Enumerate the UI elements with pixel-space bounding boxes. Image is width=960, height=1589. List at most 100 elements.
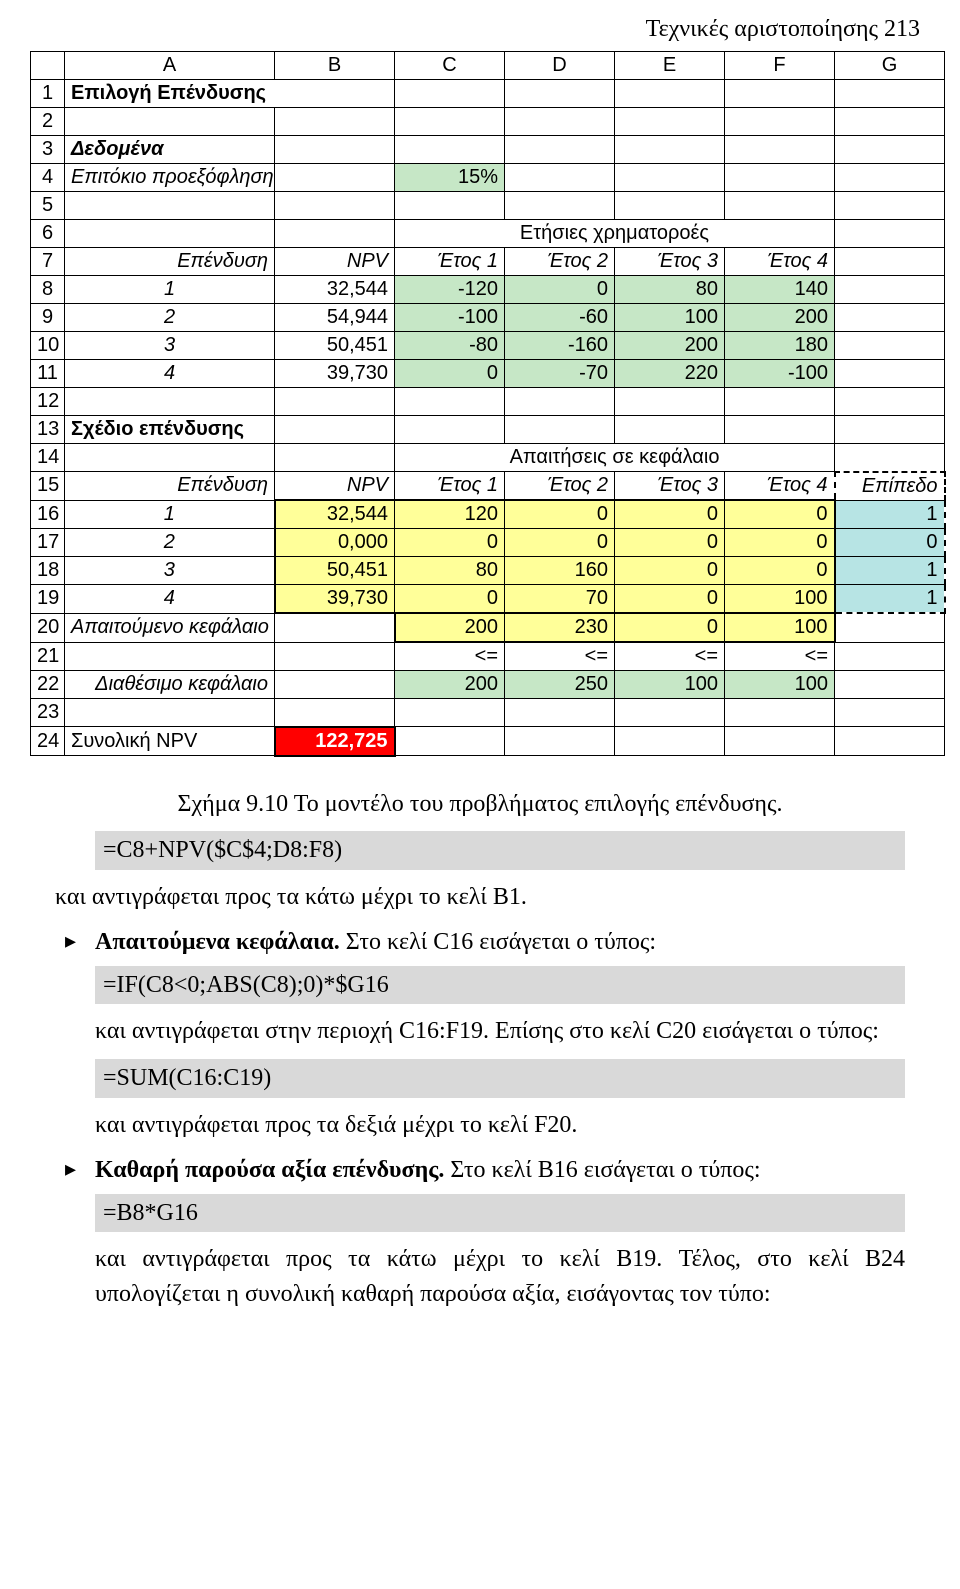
cell-E13[interactable]: [615, 416, 725, 444]
row-header-3[interactable]: 3: [31, 136, 65, 164]
cell-G7[interactable]: [835, 248, 945, 276]
cell-B24[interactable]: 122,725: [275, 727, 395, 756]
cell-C23[interactable]: [395, 699, 505, 727]
cell-D5[interactable]: [505, 192, 615, 220]
cell-F16[interactable]: 0: [725, 500, 835, 529]
cell-A24[interactable]: Συνολική NPV: [65, 727, 275, 756]
row-header-15[interactable]: 15: [31, 472, 65, 501]
cell-C21[interactable]: <=: [395, 642, 505, 671]
cell-E15[interactable]: Έτος 3: [615, 472, 725, 501]
cell-F1[interactable]: [615, 80, 725, 108]
cell-G19[interactable]: 1: [835, 585, 945, 614]
cell-C5[interactable]: [395, 192, 505, 220]
cell-6[interactable]: [835, 220, 945, 248]
cell-D3[interactable]: [505, 136, 615, 164]
cell-G15[interactable]: Επίπεδο: [835, 472, 945, 501]
cell-G12[interactable]: [835, 388, 945, 416]
cell-F13[interactable]: [725, 416, 835, 444]
row-header-21[interactable]: 21: [31, 642, 65, 671]
cell-C10[interactable]: -80: [395, 332, 505, 360]
cell-A3[interactable]: Δεδομένα: [65, 136, 275, 164]
cell-D15[interactable]: Έτος 2: [505, 472, 615, 501]
cell-C12[interactable]: [395, 388, 505, 416]
cell-G24[interactable]: [835, 727, 945, 756]
cell-D23[interactable]: [505, 699, 615, 727]
cell-D12[interactable]: [505, 388, 615, 416]
cell-E10[interactable]: 200: [615, 332, 725, 360]
row-header-16[interactable]: 16: [31, 500, 65, 529]
cell-F7[interactable]: Έτος 4: [725, 248, 835, 276]
cell-C7[interactable]: Έτος 1: [395, 248, 505, 276]
cell-C4[interactable]: 15%: [395, 164, 505, 192]
cell-B2[interactable]: [275, 108, 395, 136]
cell-D16[interactable]: 0: [505, 500, 615, 529]
cell-D11[interactable]: -70: [505, 360, 615, 388]
col-header-C[interactable]: C: [395, 52, 505, 80]
row-header-13[interactable]: 13: [31, 416, 65, 444]
cell-G2[interactable]: [835, 108, 945, 136]
cell-A1[interactable]: Επιλογή Επένδυσης: [65, 80, 395, 108]
cell-G13[interactable]: [835, 416, 945, 444]
cell-F23[interactable]: [725, 699, 835, 727]
cell-A5[interactable]: [65, 192, 275, 220]
cell-B22[interactable]: [275, 671, 395, 699]
cell-C2[interactable]: [395, 108, 505, 136]
cell-D13[interactable]: [505, 416, 615, 444]
cell-E16[interactable]: 0: [615, 500, 725, 529]
cell-F8[interactable]: 140: [725, 276, 835, 304]
cell-G8[interactable]: [835, 276, 945, 304]
cell-C11[interactable]: 0: [395, 360, 505, 388]
cell-F11[interactable]: -100: [725, 360, 835, 388]
row-header-11[interactable]: 11: [31, 360, 65, 388]
cell-14[interactable]: [835, 444, 945, 472]
cell-A22[interactable]: Διαθέσιμο κεφάλαιο: [65, 671, 275, 699]
cell-G20[interactable]: [835, 613, 945, 642]
cell-F17[interactable]: 0: [725, 529, 835, 557]
cell-D20[interactable]: 230: [505, 613, 615, 642]
cell-B18[interactable]: 50,451: [275, 557, 395, 585]
cell-B8[interactable]: 32,544: [275, 276, 395, 304]
cell-E1[interactable]: [505, 80, 615, 108]
cell-E5[interactable]: [615, 192, 725, 220]
cell-E21[interactable]: <=: [615, 642, 725, 671]
cell-E17[interactable]: 0: [615, 529, 725, 557]
cell-C9[interactable]: -100: [395, 304, 505, 332]
row-header-12[interactable]: 12: [31, 388, 65, 416]
row-header-24[interactable]: 24: [31, 727, 65, 756]
cell-G16[interactable]: 1: [835, 500, 945, 529]
cell-F3[interactable]: [725, 136, 835, 164]
cell-D8[interactable]: 0: [505, 276, 615, 304]
cell-B9[interactable]: 54,944: [275, 304, 395, 332]
cell-B21[interactable]: [275, 642, 395, 671]
row-header-1[interactable]: 1: [31, 80, 65, 108]
cell-G11[interactable]: [835, 360, 945, 388]
cell-E2[interactable]: [615, 108, 725, 136]
cell-A16[interactable]: 1: [65, 500, 275, 529]
cell-A23[interactable]: [65, 699, 275, 727]
cell-1[interactable]: [835, 80, 945, 108]
cell-A15[interactable]: Επένδυση: [65, 472, 275, 501]
cell-E20[interactable]: 0: [615, 613, 725, 642]
cell-A14[interactable]: [65, 444, 275, 472]
cell-A9[interactable]: 2: [65, 304, 275, 332]
cell-E18[interactable]: 0: [615, 557, 725, 585]
row-header-17[interactable]: 17: [31, 529, 65, 557]
cell-G3[interactable]: [835, 136, 945, 164]
row-header-19[interactable]: 19: [31, 585, 65, 614]
col-header-F[interactable]: F: [725, 52, 835, 80]
row-header-4[interactable]: 4: [31, 164, 65, 192]
cell-G4[interactable]: [835, 164, 945, 192]
cell-C18[interactable]: 80: [395, 557, 505, 585]
cell-D7[interactable]: Έτος 2: [505, 248, 615, 276]
cell-G22[interactable]: [835, 671, 945, 699]
cell-E8[interactable]: 80: [615, 276, 725, 304]
cell-A20[interactable]: Απαιτούμενο κεφάλαιο: [65, 613, 275, 642]
cell-B11[interactable]: 39,730: [275, 360, 395, 388]
cell-C16[interactable]: 120: [395, 500, 505, 529]
row-header-7[interactable]: 7: [31, 248, 65, 276]
cell-E22[interactable]: 100: [615, 671, 725, 699]
cell-C13[interactable]: [395, 416, 505, 444]
cell-C17[interactable]: 0: [395, 529, 505, 557]
cell-G10[interactable]: [835, 332, 945, 360]
row-header-10[interactable]: 10: [31, 332, 65, 360]
